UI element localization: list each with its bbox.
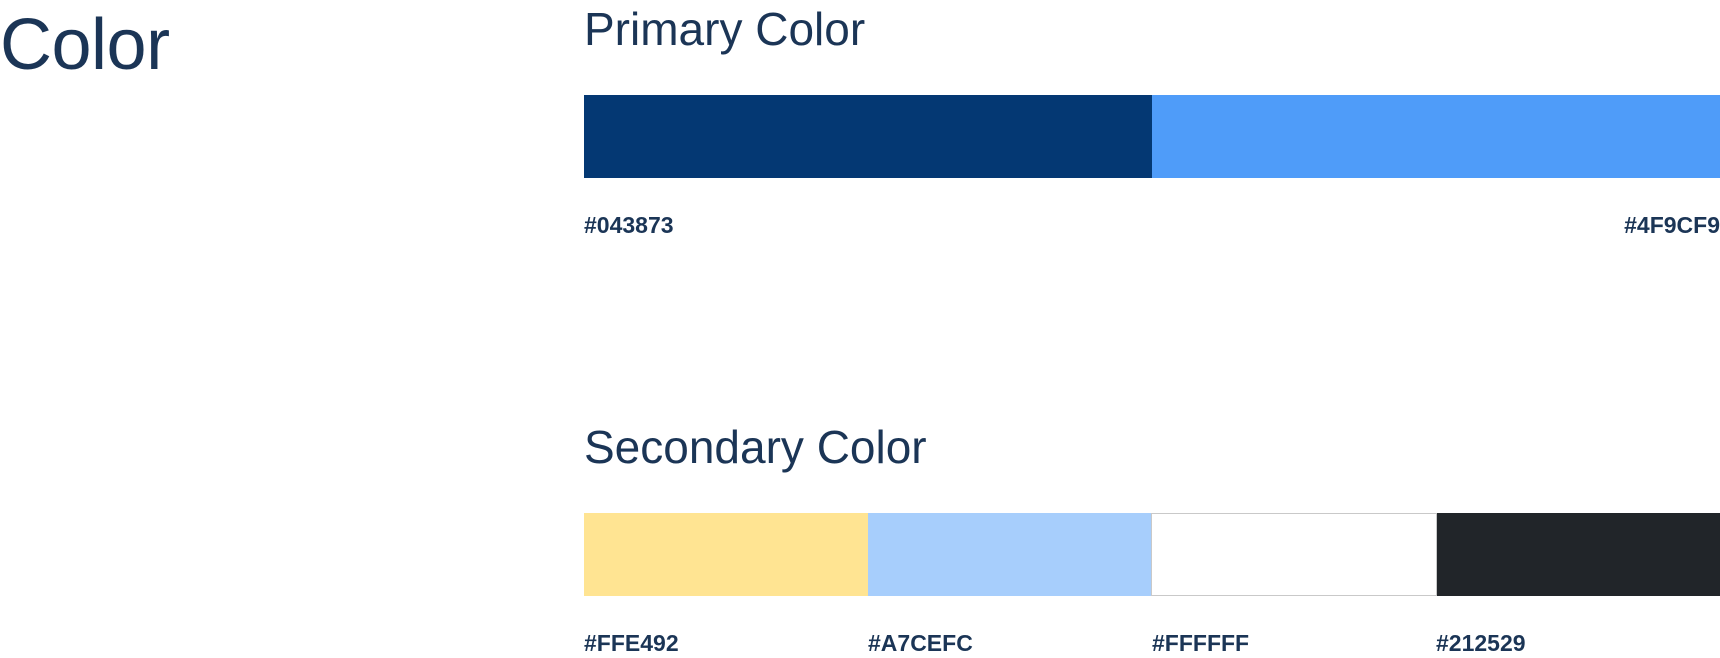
primary-label-row: #043873 #4F9CF9 xyxy=(584,210,1720,240)
primary-hex-label-dark-blue: #043873 xyxy=(584,212,674,238)
secondary-hex-label-white: #FFFFFF xyxy=(1152,630,1250,656)
secondary-label-row: #FFE492 #A7CEFC #FFFFFF #212529 xyxy=(584,628,1720,658)
secondary-hex-label-light-blue: #A7CEFC xyxy=(868,630,973,656)
primary-swatch-light-blue[interactable] xyxy=(1152,95,1720,178)
primary-hex-label-light-blue: #4F9CF9 xyxy=(1624,212,1720,238)
page-title: Color xyxy=(0,5,170,85)
secondary-swatch-yellow[interactable] xyxy=(584,513,868,596)
secondary-color-title: Secondary Color xyxy=(584,421,927,473)
secondary-swatch-dark[interactable] xyxy=(1436,513,1720,596)
primary-color-title: Primary Color xyxy=(584,3,866,55)
secondary-swatch-row xyxy=(584,513,1720,596)
secondary-swatch-white[interactable] xyxy=(1151,513,1437,596)
secondary-hex-label-dark: #212529 xyxy=(1436,630,1526,656)
primary-swatch-dark-blue[interactable] xyxy=(584,95,1152,178)
secondary-hex-label-yellow: #FFE492 xyxy=(584,630,679,656)
primary-swatch-row xyxy=(584,95,1720,178)
secondary-swatch-light-blue[interactable] xyxy=(867,513,1151,596)
